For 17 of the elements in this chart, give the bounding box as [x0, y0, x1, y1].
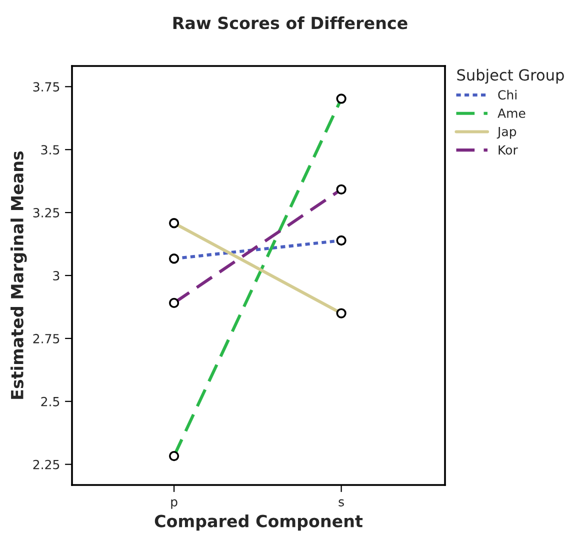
- y-tick-label: 2.25: [33, 460, 60, 470]
- legend-label: Jap: [496, 126, 516, 139]
- y-tick-label: 2.75: [33, 334, 60, 344]
- y-tick-label: 3.25: [33, 208, 60, 218]
- x-tick-label: p: [171, 499, 178, 509]
- y-tick-label: 3.75: [33, 82, 60, 92]
- legend-label: Kor: [498, 145, 518, 155]
- legend-title: Subject Group: [457, 68, 564, 84]
- y-tick-label: 3.5: [41, 145, 60, 155]
- x-tick-label: s: [338, 499, 344, 506]
- legend-label: Ame: [498, 108, 526, 118]
- y-tick-label: 2.5: [41, 396, 60, 406]
- x-axis-title: Compared Component: [154, 514, 363, 531]
- chart-title: Raw Scores of Difference: [173, 16, 408, 30]
- y-tick-label: 3: [53, 270, 60, 280]
- legend-label: Chi: [498, 90, 516, 100]
- y-axis-title: Estimated Marginal Means: [10, 151, 27, 399]
